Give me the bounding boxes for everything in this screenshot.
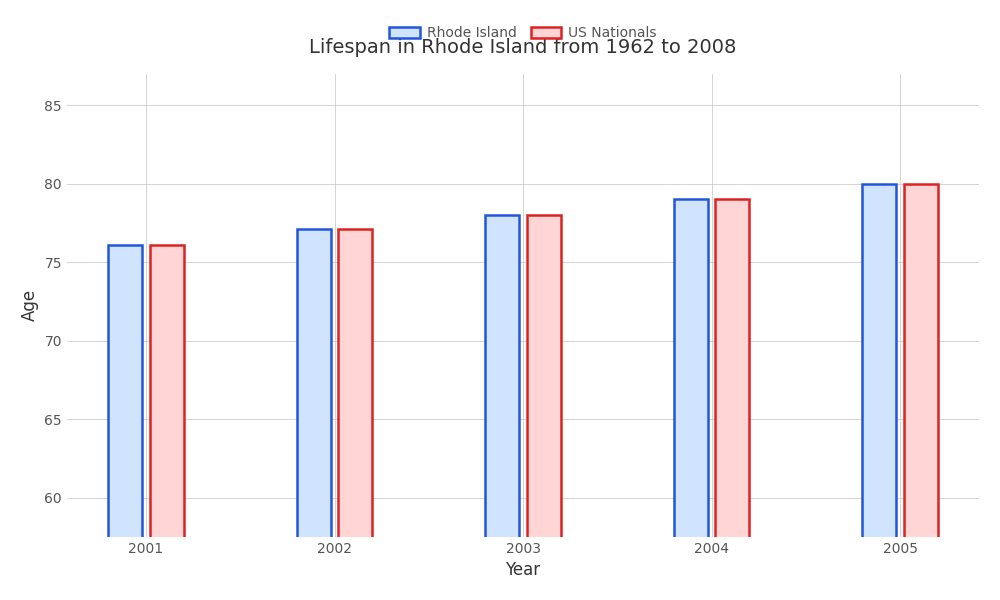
Bar — [150, 245, 184, 600]
Title: Lifespan in Rhode Island from 1962 to 2008: Lifespan in Rhode Island from 1962 to 20… — [309, 38, 737, 57]
Bar — [527, 215, 561, 600]
Bar — [862, 184, 896, 600]
Y-axis label: Age: Age — [21, 289, 39, 322]
Bar — [904, 184, 938, 600]
Bar — [297, 229, 331, 600]
Bar — [108, 245, 142, 600]
Bar — [338, 229, 372, 600]
Bar — [715, 199, 749, 600]
Bar — [674, 199, 708, 600]
Legend: Rhode Island, US Nationals: Rhode Island, US Nationals — [384, 21, 662, 46]
Bar — [485, 215, 519, 600]
X-axis label: Year: Year — [505, 561, 541, 579]
